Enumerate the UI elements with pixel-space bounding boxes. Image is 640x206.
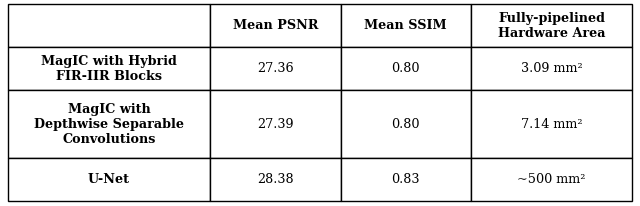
Text: 27.39: 27.39 <box>257 118 294 131</box>
Text: Fully-pipelined
Hardware Area: Fully-pipelined Hardware Area <box>498 12 605 40</box>
Bar <box>340 47 471 90</box>
Text: 7.14 mm²: 7.14 mm² <box>521 118 582 131</box>
Text: ~500 mm²: ~500 mm² <box>518 173 586 186</box>
Text: MagIC with
Depthwise Separable
Convolutions: MagIC with Depthwise Separable Convoluti… <box>34 103 184 146</box>
Bar <box>210 158 340 201</box>
Text: Mean PSNR: Mean PSNR <box>232 19 318 32</box>
Bar <box>340 158 471 201</box>
Text: Mean SSIM: Mean SSIM <box>365 19 447 32</box>
Bar <box>8 90 210 158</box>
Text: 0.80: 0.80 <box>392 62 420 75</box>
Bar <box>210 47 340 90</box>
Bar <box>471 90 632 158</box>
Text: 3.09 mm²: 3.09 mm² <box>521 62 582 75</box>
Text: 28.38: 28.38 <box>257 173 294 186</box>
Bar <box>471 4 632 47</box>
Bar <box>210 4 340 47</box>
Text: 0.83: 0.83 <box>392 173 420 186</box>
Bar <box>471 158 632 201</box>
Text: U-Net: U-Net <box>88 173 130 186</box>
Bar <box>8 4 210 47</box>
Text: MagIC with Hybrid
FIR-IIR Blocks: MagIC with Hybrid FIR-IIR Blocks <box>41 55 177 83</box>
Bar <box>340 90 471 158</box>
Bar <box>8 47 210 90</box>
Bar <box>8 158 210 201</box>
Bar <box>210 90 340 158</box>
Bar <box>340 4 471 47</box>
Bar <box>471 47 632 90</box>
Text: 27.36: 27.36 <box>257 62 294 75</box>
Text: 0.80: 0.80 <box>392 118 420 131</box>
